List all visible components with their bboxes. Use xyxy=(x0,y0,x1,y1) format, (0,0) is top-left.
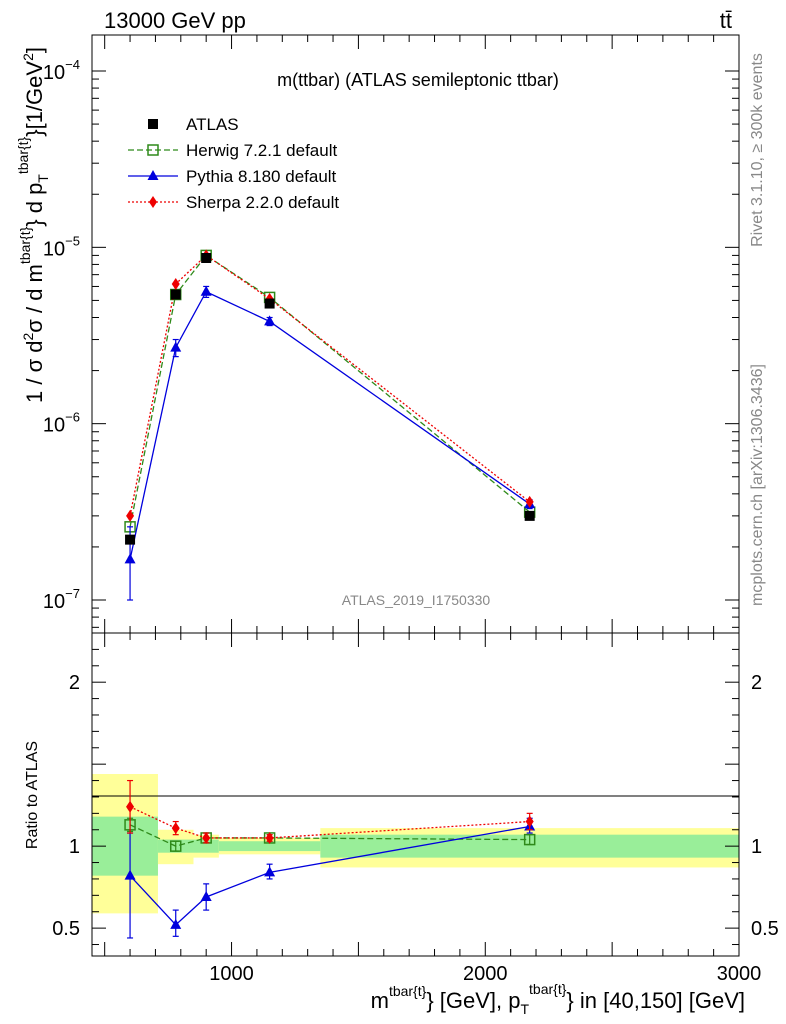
data-point-pythia xyxy=(264,315,276,326)
data-point-pythia xyxy=(170,341,182,352)
ratio-point-sherpa xyxy=(525,815,534,828)
data-point-pythia xyxy=(200,285,212,296)
legend-label: ATLAS xyxy=(186,115,239,134)
series-line-pythia xyxy=(129,290,531,560)
series-line-herwig xyxy=(129,254,531,527)
mcplots-label: mcplots.cern.ch [arXiv:1306.3436] xyxy=(749,364,766,606)
legend-item-sherpa: Sherpa 2.2.0 default xyxy=(128,193,339,212)
ratio-point-sherpa xyxy=(171,822,180,835)
data-point-pythia xyxy=(124,553,136,564)
series-sherpa xyxy=(126,249,534,522)
ratio-panel: 0.5 0.5 1 1 2 2 1000 2000 3000 xyxy=(52,632,779,985)
x-tick-label: 2000 xyxy=(463,963,508,985)
x-tick-label: 3000 xyxy=(717,963,762,985)
ratio-point-herwig xyxy=(169,840,182,852)
ratio-point-sherpa xyxy=(265,831,274,844)
legend-item-atlas: ATLAS xyxy=(148,115,239,134)
data-point-sherpa xyxy=(126,509,135,522)
ratio-frame xyxy=(91,632,740,957)
series-atlas xyxy=(125,252,535,545)
main-y-tick-label: 10−4 xyxy=(43,57,80,84)
series-line-sherpa xyxy=(129,254,531,517)
main-y-tick-label: 10−5 xyxy=(43,233,80,260)
x-tick-label: 1000 xyxy=(209,963,254,985)
ratio-point-herwig xyxy=(523,833,536,846)
plot-title: m(ttbar) (ATLAS semileptonic ttbar) xyxy=(277,70,559,90)
x-axis-label: mtbar{t}} [GeV], pTtbar{t}} in [40,150] … xyxy=(371,981,745,1017)
ratio-series-sherpa xyxy=(126,779,534,844)
legend: ATLAS Herwig 7.2.1 default Pythia 8.180 de… xyxy=(128,115,339,212)
rivet-label: Rivet 3.1.10, ≥ 300k events xyxy=(749,53,766,247)
ratio-y-tick-label: 0.5 xyxy=(751,918,779,940)
ratio-point-sherpa xyxy=(202,831,211,844)
data-point-atlas xyxy=(264,298,275,309)
header-right-label: tt̄ xyxy=(720,8,732,33)
ratio-y-tick-label: 2 xyxy=(69,672,80,694)
ratio-point-pythia xyxy=(264,866,276,877)
ratio-band-inner xyxy=(193,839,219,853)
ratio-band-inner xyxy=(320,834,739,858)
data-point-atlas xyxy=(524,510,535,521)
legend-label: Herwig 7.2.1 default xyxy=(186,141,337,160)
ratio-point-pythia xyxy=(200,890,212,901)
data-point-atlas xyxy=(125,534,136,545)
data-point-atlas xyxy=(170,289,181,300)
ratio-band-inner xyxy=(218,841,321,852)
legend-label: Sherpa 2.2.0 default xyxy=(186,193,339,212)
legend-item-herwig: Herwig 7.2.1 default xyxy=(128,141,337,160)
legend-marker xyxy=(147,144,159,156)
legend-marker xyxy=(147,170,159,180)
ratio-y-tick-label: 1 xyxy=(751,836,762,858)
analysis-id: ATLAS_2019_I1750330 xyxy=(342,592,491,608)
svg-text:1 / σ d2σ / d mtbar{t}} d pTtb: 1 / σ d2σ / d mtbar{t}} d pTtbar{t}}[1/G… xyxy=(15,47,51,403)
legend-marker xyxy=(148,119,158,129)
legend-label: Pythia 8.180 default xyxy=(186,167,337,186)
legend-marker xyxy=(149,196,157,208)
ratio-y-axis-label: Ratio to ATLAS xyxy=(24,741,41,849)
ratio-series-pythia xyxy=(124,817,536,939)
ratio-y-tick-label: 1 xyxy=(69,836,80,858)
main-panel: 10−7 10−6 10−5 10−4 m(ttbar) (ATLAS semilep… xyxy=(43,34,740,634)
main-y-tick-label: 10−7 xyxy=(43,586,80,613)
svg-text:mtbar{t}} [GeV], pTtbar{t}} in: mtbar{t}} [GeV], pTtbar{t}} in [40,150] … xyxy=(371,981,745,1017)
series-pythia xyxy=(124,285,536,601)
ratio-point-pythia xyxy=(124,869,136,880)
ratio-y-tick-label: 2 xyxy=(751,672,762,694)
main-y-axis-label: 1 / σ d2σ / d mtbar{t}} d pTtbar{t}}[1/G… xyxy=(15,47,51,403)
series-herwig xyxy=(124,249,536,533)
ratio-line-sherpa xyxy=(129,806,530,839)
ratio-y-tick-label: 0.5 xyxy=(52,918,80,940)
data-point-sherpa xyxy=(525,495,534,508)
main-y-tick-label: 10−6 xyxy=(43,410,80,437)
data-point-sherpa xyxy=(171,277,180,290)
ratio-point-pythia xyxy=(170,918,182,929)
data-point-atlas xyxy=(201,252,212,263)
ratio-point-sherpa xyxy=(126,800,135,813)
legend-item-pythia: Pythia 8.180 default xyxy=(128,167,337,186)
header-left-label: 13000 GeV pp xyxy=(104,8,246,33)
